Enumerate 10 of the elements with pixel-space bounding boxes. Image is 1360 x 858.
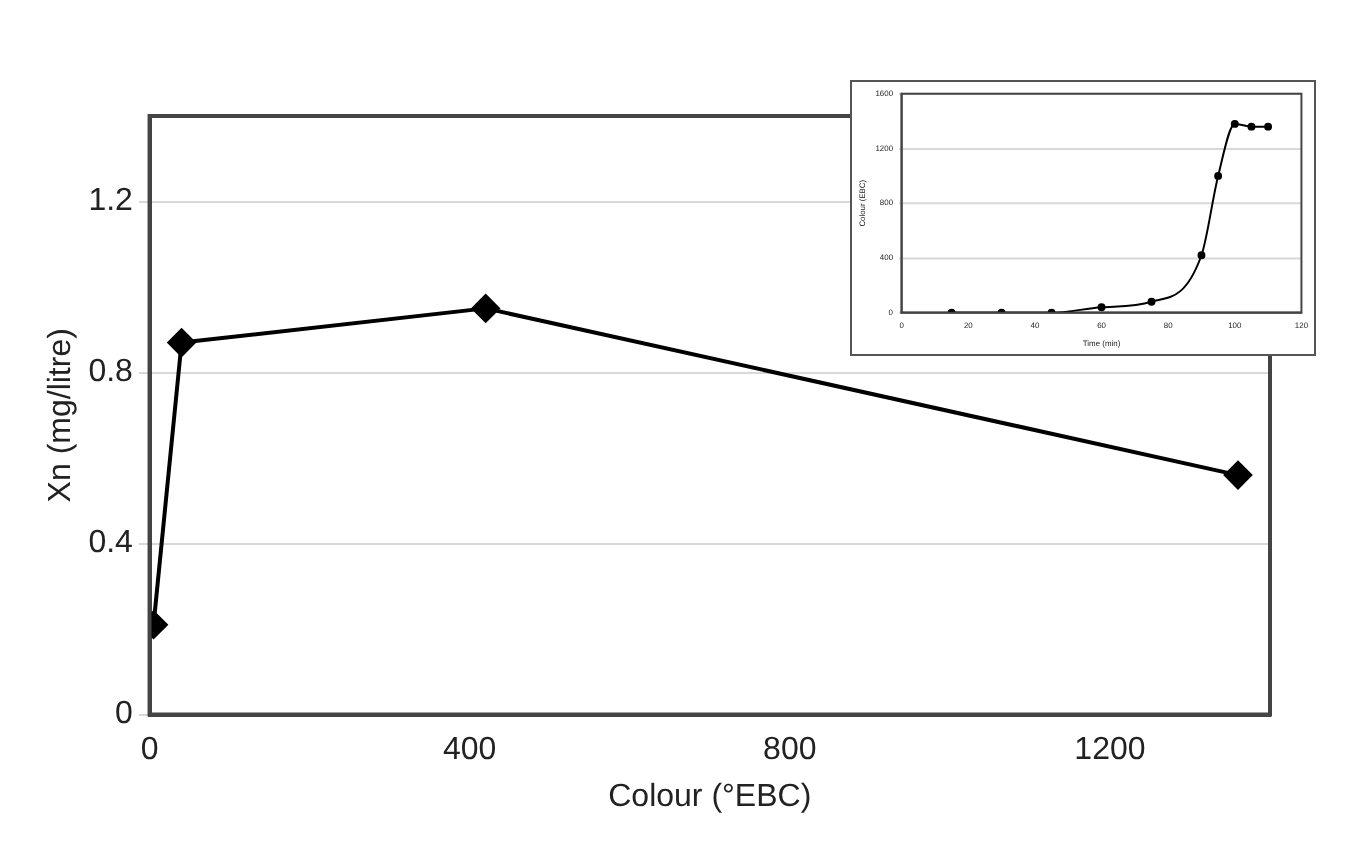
x-tick-label: 1200 [1074, 733, 1146, 768]
x-tick-label: 800 [763, 733, 817, 768]
x-axis-title: Colour (°EBC) [608, 779, 812, 814]
y-tick-label: 1.2 [88, 184, 134, 219]
y-tick-label: 0.4 [88, 526, 134, 561]
x-tick-label: 400 [442, 733, 497, 768]
y-axis-title: Xn (mg/litre) [44, 328, 79, 503]
x-tick-label: 0 [140, 733, 159, 768]
y-tick-label: 0.8 [88, 355, 134, 390]
y-tick-label: 0 [115, 697, 134, 732]
